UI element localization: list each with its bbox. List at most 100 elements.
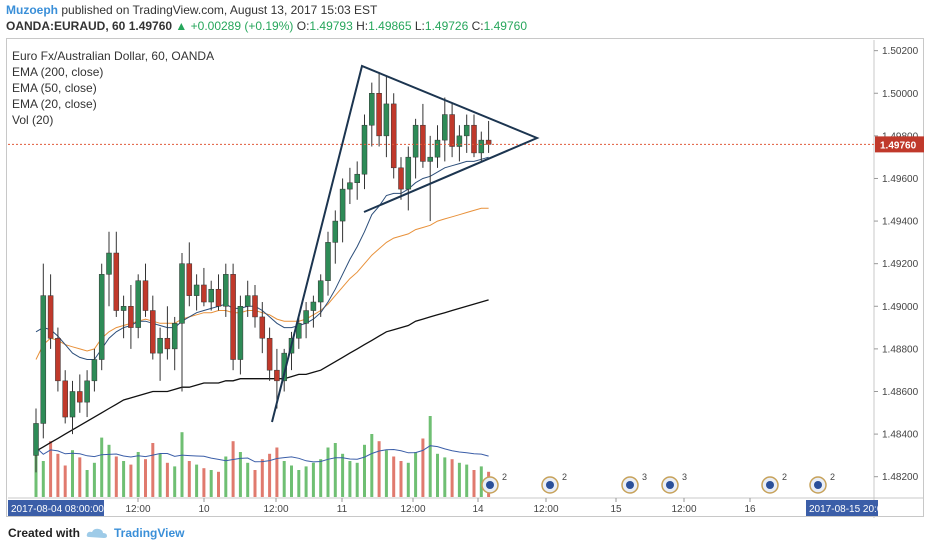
last-price-tag (875, 136, 924, 153)
economic-event-flag (666, 481, 674, 489)
legend-ema200[interactable]: EMA (200, close) (12, 65, 104, 79)
candle-body (354, 173, 360, 183)
legend-ema50[interactable]: EMA (50, close) (12, 81, 97, 95)
volume-bar (370, 434, 374, 497)
volume-bar (472, 470, 476, 497)
candle-body (369, 93, 375, 126)
symbol-line: OANDA:EURAUD, 60 1.49760 ▲ +0.00289 (+0.… (6, 18, 527, 34)
candle-body (244, 295, 251, 307)
y-tick-label: 1.50200 (882, 46, 919, 57)
candle-body (223, 274, 229, 307)
x-tick-label: 15 (610, 504, 622, 515)
candle-body (91, 359, 98, 382)
legend-title: Euro Fx/Australian Dollar, 60, OANDA (12, 49, 215, 63)
volume-bar (238, 452, 242, 497)
volume-ma-line (35, 445, 489, 463)
author-name[interactable]: Muzoeph (6, 3, 58, 17)
volume-bar (63, 465, 67, 497)
candle-body (332, 220, 339, 243)
candle-body (193, 284, 200, 296)
candle-body (274, 369, 280, 382)
last-price: 1.49760 (128, 19, 173, 33)
volume-bar (253, 470, 257, 497)
volume-bar (399, 461, 403, 497)
volume-bar (195, 464, 199, 497)
volume-bar (304, 466, 308, 497)
volume-bar (333, 443, 337, 497)
candle-body (449, 114, 455, 147)
volume-bar (341, 453, 345, 497)
price-change: ▲ +0.00289 (+0.19%) (175, 19, 294, 33)
volume-bar (348, 461, 352, 497)
legend-vol[interactable]: Vol (20) (12, 113, 54, 127)
economic-event-flag (546, 481, 554, 489)
footer: Created with TradingView (8, 526, 184, 540)
volume-bar (443, 457, 447, 497)
x-tick-label: 12:00 (671, 504, 696, 515)
candle-body (266, 337, 273, 371)
candle-body (485, 139, 492, 145)
y-tick-label: 1.48400 (882, 430, 919, 441)
economic-event-flag (814, 481, 822, 489)
volume-bar (129, 464, 133, 497)
candle-body (179, 263, 185, 324)
tradingview-cloud-icon (86, 528, 108, 538)
volume-bar (465, 464, 469, 497)
legend-ema20[interactable]: EMA (20, close) (12, 97, 97, 111)
economic-event-count: 2 (502, 472, 507, 482)
candle-body (434, 139, 441, 158)
candle-body (55, 337, 61, 382)
volume-bar (49, 441, 53, 497)
last-price-tag-label: 1.49760 (880, 140, 917, 151)
y-tick-label: 1.49600 (882, 174, 919, 185)
economic-event-count: 3 (682, 472, 687, 482)
candle-body (77, 391, 83, 403)
candle-body (201, 284, 207, 303)
x-tick-label: 10 (198, 504, 210, 515)
candle-body (339, 188, 346, 222)
candle-body (84, 380, 90, 403)
volume-bar (260, 459, 264, 497)
chart-frame (6, 38, 924, 517)
volume-bar (457, 462, 461, 497)
x-tick-highlight (806, 500, 878, 516)
volume-bar (311, 462, 315, 497)
close-value: 1.49760 (483, 19, 528, 33)
candle-body (186, 263, 193, 296)
volume-bar (326, 447, 330, 497)
candle-body (310, 301, 317, 311)
candle-body (412, 124, 419, 158)
volume-bar (71, 450, 74, 497)
candle-body (442, 114, 448, 141)
candle-body (120, 306, 127, 311)
volume-bar (268, 453, 272, 497)
candle-body (456, 135, 463, 147)
candle-body (317, 280, 324, 303)
volume-bar (414, 452, 418, 497)
candle-body (383, 103, 390, 137)
tradingview-brand[interactable]: TradingView (114, 526, 185, 540)
volume-bar (392, 456, 396, 497)
candle-body (427, 156, 433, 162)
y-tick-label: 1.49000 (882, 302, 919, 313)
candle-body (259, 316, 266, 339)
volume-bar (107, 444, 111, 497)
candle-body (142, 280, 149, 311)
volume-bar (297, 470, 301, 497)
close-label: C: (471, 19, 484, 33)
candle-body (325, 242, 331, 281)
volume-bar (136, 452, 140, 497)
candle-body (390, 103, 397, 169)
economic-event-count: 3 (642, 472, 647, 482)
candle-body (252, 295, 258, 318)
volume-bar (231, 441, 235, 497)
volume-bar (92, 462, 96, 497)
x-tick-label: 11 (337, 504, 348, 515)
volume-bar (377, 441, 381, 497)
economic-event-flag (626, 481, 634, 489)
ema200-line (35, 299, 489, 452)
low-value: 1.49726 (424, 19, 469, 33)
volume-bar (363, 444, 366, 497)
candle-body (150, 310, 156, 354)
